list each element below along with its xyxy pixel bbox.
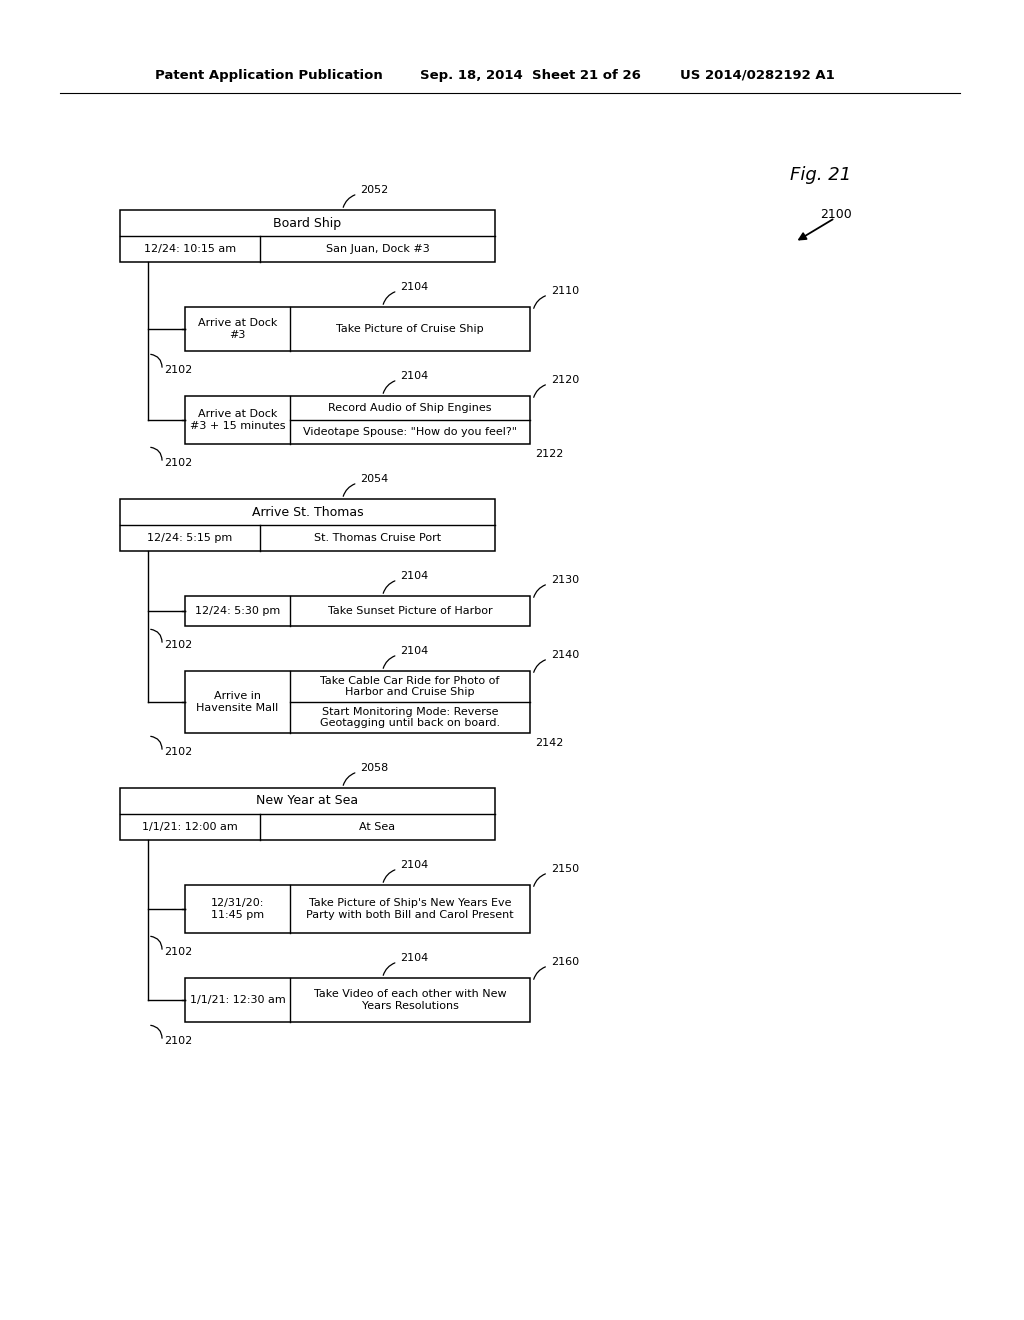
Text: 2052: 2052 xyxy=(360,185,389,195)
Text: 2102: 2102 xyxy=(164,458,193,469)
Text: 2102: 2102 xyxy=(164,1036,193,1045)
Text: 2140: 2140 xyxy=(551,649,580,660)
Bar xyxy=(120,788,495,840)
Text: 2058: 2058 xyxy=(360,763,389,774)
Text: Board Ship: Board Ship xyxy=(273,216,342,230)
Text: Take Cable Car Ride for Photo of
Harbor and Cruise Ship: Take Cable Car Ride for Photo of Harbor … xyxy=(321,676,500,697)
Text: 12/24: 10:15 am: 12/24: 10:15 am xyxy=(144,244,237,253)
Text: 2104: 2104 xyxy=(400,572,429,581)
Bar xyxy=(185,978,530,1022)
Text: Sep. 18, 2014  Sheet 21 of 26: Sep. 18, 2014 Sheet 21 of 26 xyxy=(420,69,641,82)
Bar xyxy=(185,308,530,351)
Bar xyxy=(185,396,530,444)
Text: 2160: 2160 xyxy=(551,957,580,968)
Text: 2122: 2122 xyxy=(535,449,563,459)
Text: At Sea: At Sea xyxy=(359,822,395,832)
Bar xyxy=(185,597,530,626)
Text: St. Thomas Cruise Port: St. Thomas Cruise Port xyxy=(314,533,441,543)
Text: Take Picture of Cruise Ship: Take Picture of Cruise Ship xyxy=(336,323,483,334)
Text: Take Picture of Ship's New Years Eve
Party with both Bill and Carol Present: Take Picture of Ship's New Years Eve Par… xyxy=(306,898,514,920)
Text: 2104: 2104 xyxy=(400,371,429,381)
Text: San Juan, Dock #3: San Juan, Dock #3 xyxy=(326,244,429,253)
Text: 12/31/20:
11:45 pm: 12/31/20: 11:45 pm xyxy=(211,898,264,920)
Text: 2102: 2102 xyxy=(164,640,193,649)
Text: 2054: 2054 xyxy=(360,474,389,484)
Bar xyxy=(120,210,495,261)
Bar xyxy=(120,499,495,550)
Text: 2102: 2102 xyxy=(164,946,193,957)
Text: 1/1/21: 12:00 am: 1/1/21: 12:00 am xyxy=(142,822,238,832)
Text: 2102: 2102 xyxy=(164,747,193,756)
Text: 2110: 2110 xyxy=(551,286,580,296)
Text: 2142: 2142 xyxy=(535,738,563,748)
Text: 2104: 2104 xyxy=(400,282,429,292)
Text: 2130: 2130 xyxy=(551,576,580,585)
Text: Videotape Spouse: "How do you feel?": Videotape Spouse: "How do you feel?" xyxy=(303,426,517,437)
Text: 12/24: 5:30 pm: 12/24: 5:30 pm xyxy=(195,606,281,616)
Text: Arrive in
Havensite Mall: Arrive in Havensite Mall xyxy=(197,692,279,713)
Text: 2120: 2120 xyxy=(551,375,580,385)
Text: 2104: 2104 xyxy=(400,953,429,964)
Bar xyxy=(185,884,530,933)
Text: Start Monitoring Mode: Reverse
Geotagging until back on board.: Start Monitoring Mode: Reverse Geotaggin… xyxy=(319,706,500,729)
Text: Patent Application Publication: Patent Application Publication xyxy=(155,69,383,82)
Text: Take Sunset Picture of Harbor: Take Sunset Picture of Harbor xyxy=(328,606,493,616)
Text: 2150: 2150 xyxy=(551,865,580,874)
Text: 2100: 2100 xyxy=(820,209,852,222)
Text: 1/1/21: 12:30 am: 1/1/21: 12:30 am xyxy=(189,995,286,1005)
Text: Arrive at Dock
#3: Arrive at Dock #3 xyxy=(198,318,278,339)
Text: US 2014/0282192 A1: US 2014/0282192 A1 xyxy=(680,69,835,82)
Text: Record Audio of Ship Engines: Record Audio of Ship Engines xyxy=(329,403,492,413)
Bar xyxy=(185,671,530,733)
Text: New Year at Sea: New Year at Sea xyxy=(256,795,358,808)
Text: 2104: 2104 xyxy=(400,861,429,870)
Text: 12/24: 5:15 pm: 12/24: 5:15 pm xyxy=(147,533,232,543)
Text: 2102: 2102 xyxy=(164,366,193,375)
Text: Arrive St. Thomas: Arrive St. Thomas xyxy=(252,506,364,519)
Text: Take Video of each other with New
Years Resolutions: Take Video of each other with New Years … xyxy=(313,989,506,1011)
Text: Fig. 21: Fig. 21 xyxy=(790,166,851,183)
Text: Arrive at Dock
#3 + 15 minutes: Arrive at Dock #3 + 15 minutes xyxy=(189,409,286,430)
Text: 2104: 2104 xyxy=(400,645,429,656)
